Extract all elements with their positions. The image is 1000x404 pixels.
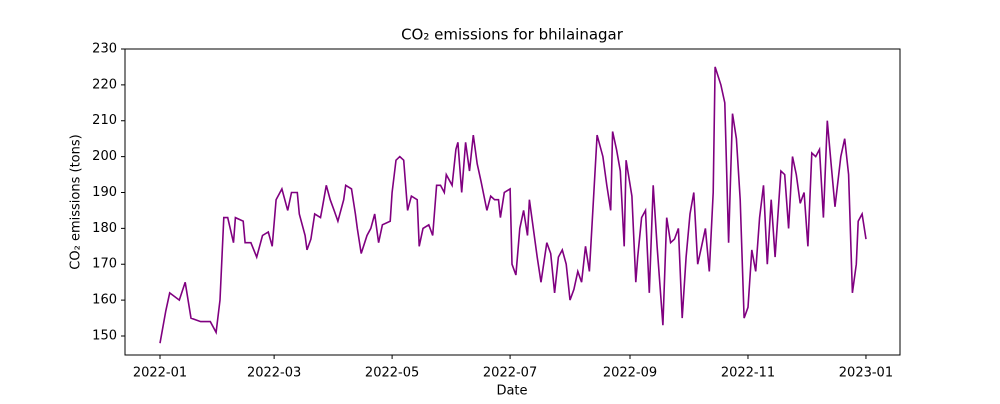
y-tick-label: 160: [92, 293, 117, 308]
x-axis-label: Date: [496, 384, 527, 399]
y-tick-label: 150: [92, 328, 117, 343]
y-axis-label: CO₂ emissions (tons): [69, 134, 84, 269]
x-tick-label: 2022-03: [247, 366, 301, 381]
y-tick-label: 170: [92, 257, 117, 272]
x-tick-label: 2022-01: [133, 366, 187, 381]
y-tick-label: 190: [92, 185, 117, 200]
x-tick-label: 2022-07: [483, 366, 537, 381]
plot-frame: [124, 48, 901, 356]
y-tick-label: 200: [92, 149, 117, 164]
x-tick-label: 2022-05: [365, 366, 419, 381]
y-tick-label: 210: [92, 113, 117, 128]
chart-title: CO₂ emissions for bhilainagar: [401, 26, 624, 44]
y-tick-label: 180: [92, 221, 117, 236]
y-tick-label: 230: [92, 42, 117, 57]
x-tick-label: 2023-01: [839, 366, 893, 381]
x-tick-label: 2022-09: [603, 366, 657, 381]
x-tick-label: 2022-11: [721, 366, 775, 381]
y-tick-label: 220: [92, 77, 117, 92]
data-line: [159, 66, 867, 344]
